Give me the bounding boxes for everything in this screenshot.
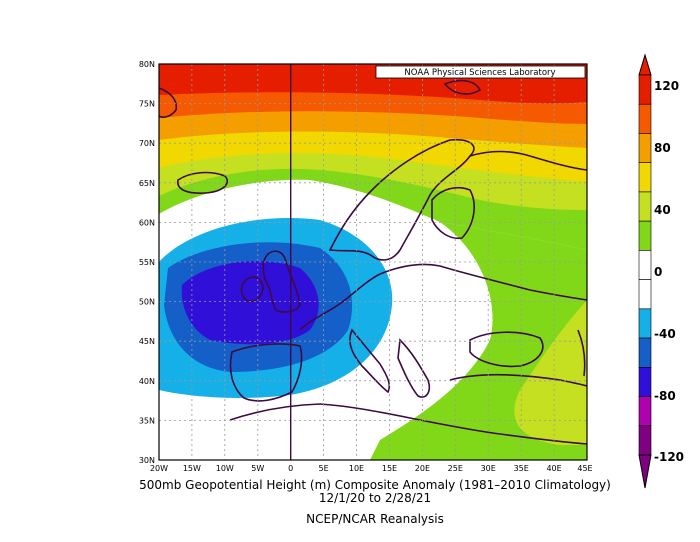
colorbar-segment xyxy=(638,74,652,105)
lat-tick: 40N xyxy=(139,377,155,386)
lon-ticks: 20W 15W 10W 5W 0 5E 10E 15E 20E 25E 30E … xyxy=(150,464,593,473)
colorbar-segment xyxy=(638,367,652,397)
lat-tick: 60N xyxy=(139,218,155,227)
colorbar-label: -120 xyxy=(654,450,684,464)
colorbar-label: 0 xyxy=(654,265,662,279)
lat-tick: 45N xyxy=(139,337,155,346)
coastlines xyxy=(159,79,587,445)
lon-tick: 5W xyxy=(251,464,264,473)
lon-tick: 5E xyxy=(319,464,329,473)
coast-balkans xyxy=(397,338,431,398)
lon-tick: 40E xyxy=(546,464,561,473)
anomaly-field xyxy=(159,64,587,460)
colorbar-segment xyxy=(638,337,652,368)
colorbar-segment xyxy=(638,133,652,163)
coast-iceland xyxy=(177,171,229,194)
coast-greenland xyxy=(159,87,178,118)
lon-tick: 15W xyxy=(183,464,201,473)
lat-tick: 50N xyxy=(139,298,155,307)
colorbar-segment xyxy=(638,396,652,427)
lon-tick: 35E xyxy=(514,464,529,473)
caption-dates: 12/1/20 to 2/28/21 xyxy=(318,491,432,505)
coast-caspian xyxy=(577,329,586,377)
colorbar-segments xyxy=(638,74,652,456)
lat-tick: 30N xyxy=(139,456,155,465)
credit-box xyxy=(375,65,586,79)
colorbar-segment xyxy=(638,103,652,134)
coast-norway-north xyxy=(469,150,587,171)
colorbar-label: 80 xyxy=(654,141,671,155)
lon-tick: 0 xyxy=(288,464,293,473)
lat-tick: 80N xyxy=(139,60,155,69)
caption-source: NCEP/NCAR Reanalysis xyxy=(306,512,444,526)
coast-blacksea xyxy=(469,331,544,368)
colorbar-segment xyxy=(638,220,652,251)
lat-tick: 35N xyxy=(139,416,155,425)
contour-neg-60-80 xyxy=(181,261,319,345)
colorbar-label: -40 xyxy=(654,327,676,341)
lon-tick: 30E xyxy=(481,464,496,473)
coast-north-africa xyxy=(229,403,587,445)
colorbar-segment xyxy=(638,162,652,193)
coast-italy xyxy=(349,328,391,394)
lon-tick: 45E xyxy=(577,464,592,473)
lon-tick: 15E xyxy=(382,464,397,473)
coast-finland xyxy=(431,186,475,240)
lon-tick: 20E xyxy=(415,464,430,473)
coast-ireland xyxy=(240,276,264,303)
colorbar-top-arrow xyxy=(638,53,652,76)
colorbar: 120 80 40 0 -40 -80 -120 xyxy=(638,53,684,489)
contour-south-green xyxy=(540,445,587,460)
credit-text: NOAA Physical Sciences Laboratory xyxy=(404,68,555,78)
coast-continent xyxy=(299,263,587,331)
coast-scandinavia xyxy=(328,138,475,261)
coast-iberia xyxy=(229,343,303,402)
lat-tick: 55N xyxy=(139,258,155,267)
caption-title: 500mb Geopotential Height (m) Composite … xyxy=(139,478,611,492)
colorbar-segment xyxy=(638,308,652,339)
lat-tick: 70N xyxy=(139,139,155,148)
coast-arctic xyxy=(443,79,482,95)
colorbar-label: 40 xyxy=(654,203,671,217)
colorbar-segment xyxy=(638,279,652,310)
lon-tick: 10W xyxy=(216,464,234,473)
colorbar-label: -80 xyxy=(654,389,676,403)
map-frame xyxy=(158,63,588,461)
lon-tick: 10E xyxy=(349,464,364,473)
coast-britain xyxy=(262,250,301,313)
grid-lines xyxy=(159,64,587,460)
colorbar-segment xyxy=(638,425,652,456)
colorbar-label: 120 xyxy=(654,79,679,93)
colorbar-bottom-arrow xyxy=(638,454,652,489)
lat-tick: 65N xyxy=(139,179,155,188)
lon-tick: 25E xyxy=(448,464,463,473)
lon-tick: 20W xyxy=(150,464,168,473)
colorbar-segment xyxy=(638,250,652,280)
lat-tick: 75N xyxy=(139,100,155,109)
colorbar-segment xyxy=(638,191,652,222)
contour-east-40-60 xyxy=(514,300,587,445)
lat-ticks: 80N 75N 70N 65N 60N 55N 50N 45N 40N 35N … xyxy=(139,60,155,465)
